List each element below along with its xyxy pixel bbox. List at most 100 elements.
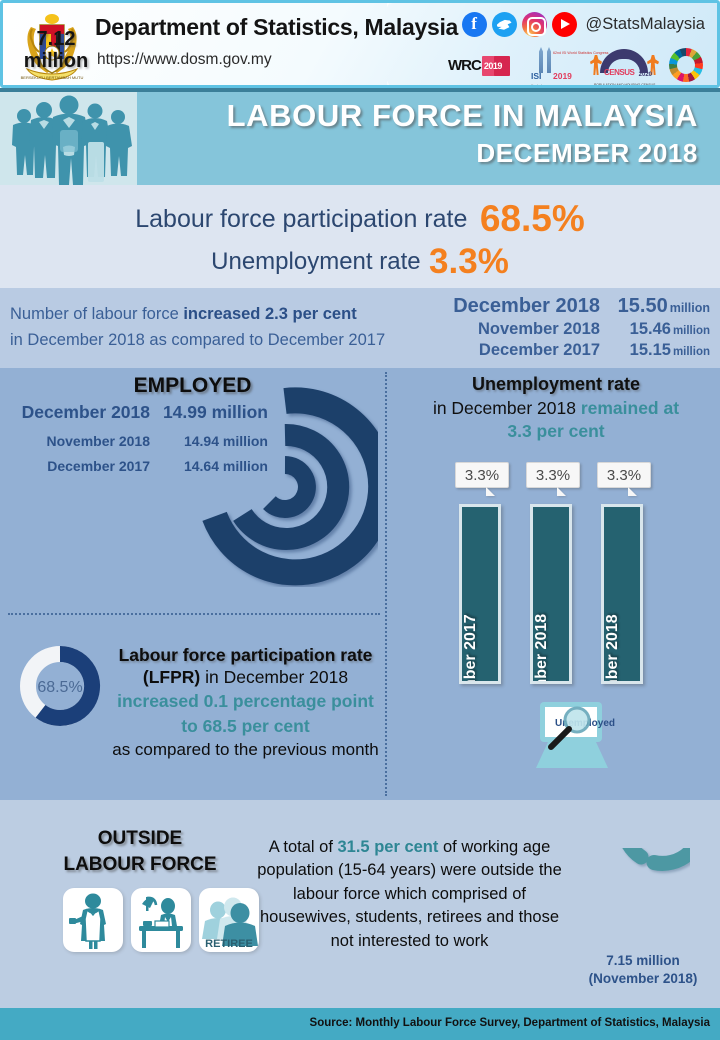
- census-year: 2020: [638, 72, 652, 78]
- wrc-year: 2019: [483, 61, 503, 71]
- narrative-post: in December 2018 as compared to December…: [10, 330, 386, 349]
- unemployed-laptop-icon: Unemployed: [536, 702, 615, 768]
- lfpr-line4: as compared to the previous month: [112, 740, 379, 760]
- lfpr-line3a: increased 0.1 percentage point: [117, 691, 374, 711]
- lfpr-donut-chart: 68.5%: [20, 645, 101, 726]
- olf-ring-value-line1: 7.12: [36, 28, 76, 50]
- table-row: December 2017 14.64 million: [6, 458, 268, 474]
- census-label: CENSUS: [604, 68, 635, 77]
- svg-text:BERSEKUTU BERTAMBAH MUTU: BERSEKUTU BERTAMBAH MUTU: [21, 75, 84, 80]
- social-links: @StatsMalaysia: [461, 12, 705, 37]
- retiree-label: RETIREE: [205, 938, 253, 950]
- housewife-tile: [63, 888, 123, 952]
- banner-top-rule: [0, 88, 720, 92]
- bar: December 2018: [601, 504, 643, 684]
- student-desk-tile: [131, 888, 191, 952]
- vertical-divider: [385, 372, 387, 796]
- olf-section-title: OUTSIDE LABOUR FORCE: [20, 826, 260, 877]
- bar-callout: 3.3%: [597, 462, 651, 488]
- row-value: 15.15 million: [629, 340, 710, 359]
- olf-paragraph: A total of 31.5 per cent of working age …: [252, 836, 567, 953]
- table-row: November 2018 14.94 million: [6, 433, 268, 449]
- row-month: November 2018: [46, 433, 150, 449]
- unemployment-title: Unemployment rate: [471, 374, 641, 394]
- source-note: Source: Monthly Labour Force Survey, Dep…: [309, 1017, 710, 1029]
- unemployment-bar-chart: 3.3% December 2017 3.3% November 2018 3.…: [455, 462, 685, 692]
- bar-callout: 3.3%: [455, 462, 509, 488]
- unemployment-line2-teal: remained at: [580, 398, 680, 418]
- olf-para-pre: A total of: [268, 838, 338, 856]
- labour-force-panel: Number of labour force increased 2.3 per…: [0, 288, 720, 368]
- org-title: Department of Statistics, Malaysia: [95, 14, 459, 40]
- row-value: 14.94 million: [183, 433, 268, 449]
- narrative-pre: Number of labour force: [10, 305, 184, 323]
- lfpr-section: Labour force participation rate (LFPR) i…: [108, 645, 383, 760]
- page-title: LABOUR FORCE IN MALAYSIA: [226, 98, 698, 133]
- labour-force-narrative: Number of labour force increased 2.3 per…: [10, 302, 430, 353]
- student-desk-icon: [139, 896, 183, 948]
- employed-table: December 2018 14.99 million November 201…: [6, 402, 268, 483]
- retiree-tile: RETIREE: [199, 888, 259, 952]
- bar: November 2018: [530, 504, 572, 684]
- unemployment-line2: in December 2018 remained at: [392, 397, 720, 420]
- row-value: 14.99 million: [162, 402, 268, 422]
- olf-ring-value-line2: million: [23, 50, 89, 72]
- olf-sub-line2: (November 2018): [588, 971, 698, 987]
- row-value: 15.46 million: [629, 320, 710, 338]
- olf-icon-tiles: RETIREE: [63, 888, 259, 952]
- event-logos: WRC 2019 WORLD STATISTICS CONGRESS ISI 2…: [448, 47, 703, 85]
- olf-ring-chart: [622, 848, 690, 871]
- horizontal-divider: [8, 613, 380, 615]
- wrc-label: WRC: [448, 56, 482, 74]
- youtube-icon[interactable]: [551, 12, 577, 37]
- unemployment-line3: 3.3 per cent: [507, 420, 605, 441]
- page-footer: Source: Monthly Labour Force Survey, Dep…: [0, 1008, 720, 1040]
- table-row: December 2018 15.50 million: [430, 296, 710, 316]
- bar: December 2017: [459, 504, 501, 684]
- isi-year: 2019: [553, 71, 572, 81]
- isi-2019-logo: ISI 2019 62nd ISI World Statistics Congr…: [529, 47, 608, 85]
- housewife-icon: [69, 893, 106, 949]
- table-row: December 2018 14.99 million: [6, 402, 268, 423]
- row-month: November 2018: [478, 320, 600, 338]
- facebook-icon[interactable]: [461, 12, 487, 37]
- olf-title-line2: LABOUR FORCE: [63, 853, 217, 875]
- labour-force-table: December 2018 15.50 million November 2018…: [430, 296, 710, 362]
- page-header: BERSEKUTU BERTAMBAH MUTU Department of S…: [0, 0, 720, 88]
- unemployment-headline: Unemployment rate 3.3%: [0, 242, 720, 282]
- sdg-wheel-logo: [669, 48, 703, 82]
- lfpr-line3b: to 68.5 per cent: [181, 716, 310, 737]
- employed-concentric-arcs-chart: [202, 387, 378, 586]
- lfpr-abbrev: (LFPR): [142, 667, 201, 687]
- bar-group: 3.3% December 2018: [597, 462, 653, 684]
- bar-group: 3.3% November 2018: [526, 462, 582, 684]
- wrc-2019-logo: WRC 2019 WORLD STATISTICS CONGRESS: [448, 47, 520, 83]
- census-2020-logo: CENSUS 2020 POPULATION AND HOUSING CENSU…: [588, 47, 660, 85]
- table-row: November 2018 15.46 million: [430, 321, 710, 338]
- lfpr-line2: (LFPR) in December 2018: [108, 667, 383, 688]
- unemployment-line2-plain: in December 2018: [432, 398, 581, 418]
- wrc-bags-icon: 2019: [481, 52, 512, 78]
- lfpr-line2-rest: in December 2018: [200, 667, 349, 687]
- isi-city: Kuala Lumpur: [531, 84, 554, 88]
- bar-callout: 3.3%: [526, 462, 580, 488]
- row-month: December 2017: [478, 340, 600, 359]
- lfpr-line1: Labour force participation rate: [118, 645, 373, 665]
- twitter-icon[interactable]: [491, 12, 517, 37]
- lfpr-headline-value: 68.5%: [479, 198, 585, 239]
- narrative-bold: increased 2.3 per cent: [183, 305, 357, 323]
- org-url: https://www.dosm.gov.my: [97, 51, 272, 68]
- census-sub: POPULATION AND HOUSING CENSUS: [594, 83, 656, 87]
- malaysia-coat-of-arms-icon: BERSEKUTU BERTAMBAH MUTU: [21, 14, 84, 81]
- row-value: 15.50 million: [617, 295, 710, 317]
- bar-group: 3.3% December 2017: [455, 462, 511, 684]
- lfpr-headline-label: Labour force participation rate: [135, 205, 468, 233]
- unemployment-section: Unemployment rate in December 2018 remai…: [392, 374, 720, 443]
- unemployment-headline-label: Unemployment rate: [211, 248, 421, 275]
- olf-title-line1: OUTSIDE: [97, 828, 183, 849]
- lfpr-donut-center-label: 68.5%: [37, 679, 82, 696]
- row-month: December 2017: [47, 458, 150, 474]
- instagram-icon[interactable]: [521, 12, 547, 37]
- twin-towers-icon: [539, 47, 551, 73]
- row-value: 14.64 million: [183, 458, 268, 474]
